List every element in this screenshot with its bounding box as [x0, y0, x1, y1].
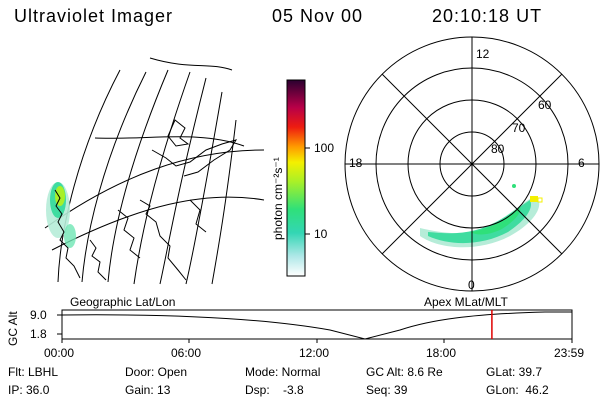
time-label-1200: 12:00 [299, 346, 330, 360]
date-label: 05 Nov 00 [272, 6, 364, 26]
time-label-0000: 00:00 [44, 346, 75, 360]
map-parallels [44, 136, 265, 251]
caption-apex: Apex MLat/MLT [424, 295, 508, 309]
mlt-label-18: 18 [349, 156, 363, 170]
glon-info: GLon: 46.2 [486, 383, 549, 397]
map-coastlines [54, 119, 238, 281]
map-aurora [46, 182, 76, 248]
caption-geographic: Geographic Lat/Lon [70, 295, 176, 309]
filter-info: Flt: LBHL [8, 365, 59, 379]
geographic-map [44, 57, 265, 285]
altitude-curve [61, 311, 572, 340]
mode-info: Mode: Normal [245, 365, 321, 379]
dsp-info: Dsp: -3.8 [245, 383, 304, 397]
colorbar-unit-label: photon cm⁻²s⁻¹ [271, 157, 285, 240]
altitude-panel [57, 309, 573, 343]
seq-info: Seq: 39 [366, 383, 408, 397]
glat-info: GLat: 39.7 [486, 365, 543, 379]
map-meridians [57, 57, 237, 285]
polar-plot [344, 36, 600, 292]
time-label-0600: 06:00 [171, 346, 202, 360]
gain-info: Gain: 13 [125, 383, 171, 397]
polar-aurora [420, 184, 543, 248]
mlt-label-0: 0 [468, 278, 475, 292]
mlt-label-12: 12 [476, 47, 490, 61]
time-label: 20:10:18 UT [432, 6, 543, 26]
mlat-label-70: 70 [512, 121, 526, 135]
time-label-2359: 23:59 [554, 346, 585, 360]
time-label-1800: 18:00 [426, 346, 457, 360]
door-info: Door: Open [125, 365, 188, 379]
altitude-bottom-value: 1.8 [30, 327, 47, 341]
ip-info: IP: 36.0 [8, 383, 50, 397]
gc-alt-info: GC Alt: 8.6 Re [366, 365, 443, 379]
colorbar [286, 79, 306, 277]
mlat-label-80: 80 [491, 142, 505, 156]
altitude-top-value: 9.0 [30, 308, 47, 322]
mlat-label-60: 60 [538, 98, 552, 112]
mlt-label-6: 6 [578, 156, 585, 170]
colorbar-label-10: 10 [314, 227, 328, 241]
altitude-axis-label: GC Alt [6, 311, 20, 346]
polar-grid [344, 36, 600, 292]
colorbar-label-100: 100 [314, 141, 335, 155]
app-title: Ultraviolet Imager [14, 6, 174, 26]
